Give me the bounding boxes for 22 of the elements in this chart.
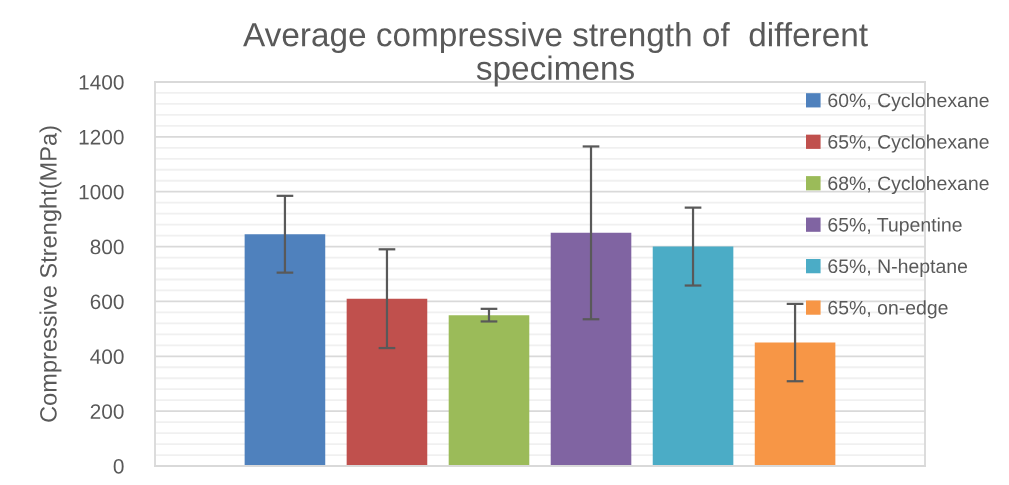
y-tick-label: 0 (113, 459, 124, 474)
y-axis-title: Compressive Strenght(MPa) (39, 126, 62, 422)
y-tick-label: 800 (90, 239, 124, 255)
bar (550, 232, 632, 466)
y-tick-label: 1200 (79, 129, 124, 145)
bar (346, 298, 428, 466)
y-tick-label: 200 (90, 404, 124, 419)
y-tick-label: 600 (90, 294, 124, 310)
y-tick-label: 400 (90, 349, 124, 365)
bar (754, 342, 836, 466)
chart-title: Average compressive strength of different specimens (243, 22, 868, 87)
bar (448, 315, 530, 466)
y-tick-label: 1000 (79, 184, 124, 200)
y-tick-label: 1400 (79, 75, 124, 90)
bar (652, 246, 734, 466)
legend-label: 65%, on-edge (828, 300, 948, 319)
legend-label: 65%, N-heptane (828, 258, 968, 277)
legend-label: 68%, Cyclohexane (828, 175, 989, 195)
legend-label: 65%, Tupentine (828, 217, 962, 236)
legend-label: 60%, Cyclohexane (828, 93, 989, 112)
bar (244, 234, 326, 466)
legend-label: 65%, Cyclohexane (828, 134, 989, 153)
